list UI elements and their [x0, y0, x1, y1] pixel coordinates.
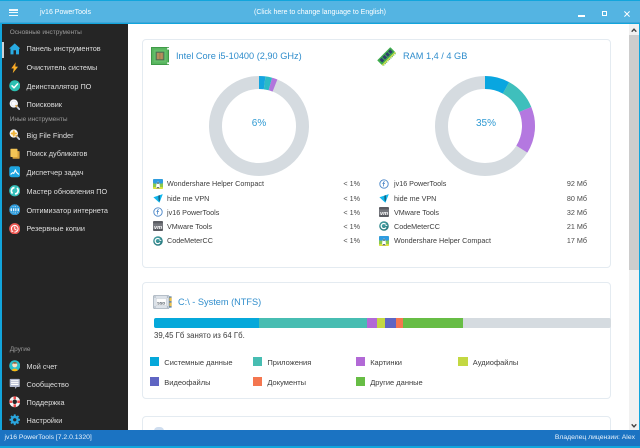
svg-text:vm: vm — [380, 211, 388, 217]
svg-text:SSD: SSD — [157, 300, 165, 305]
svg-text:vm: vm — [154, 225, 162, 231]
